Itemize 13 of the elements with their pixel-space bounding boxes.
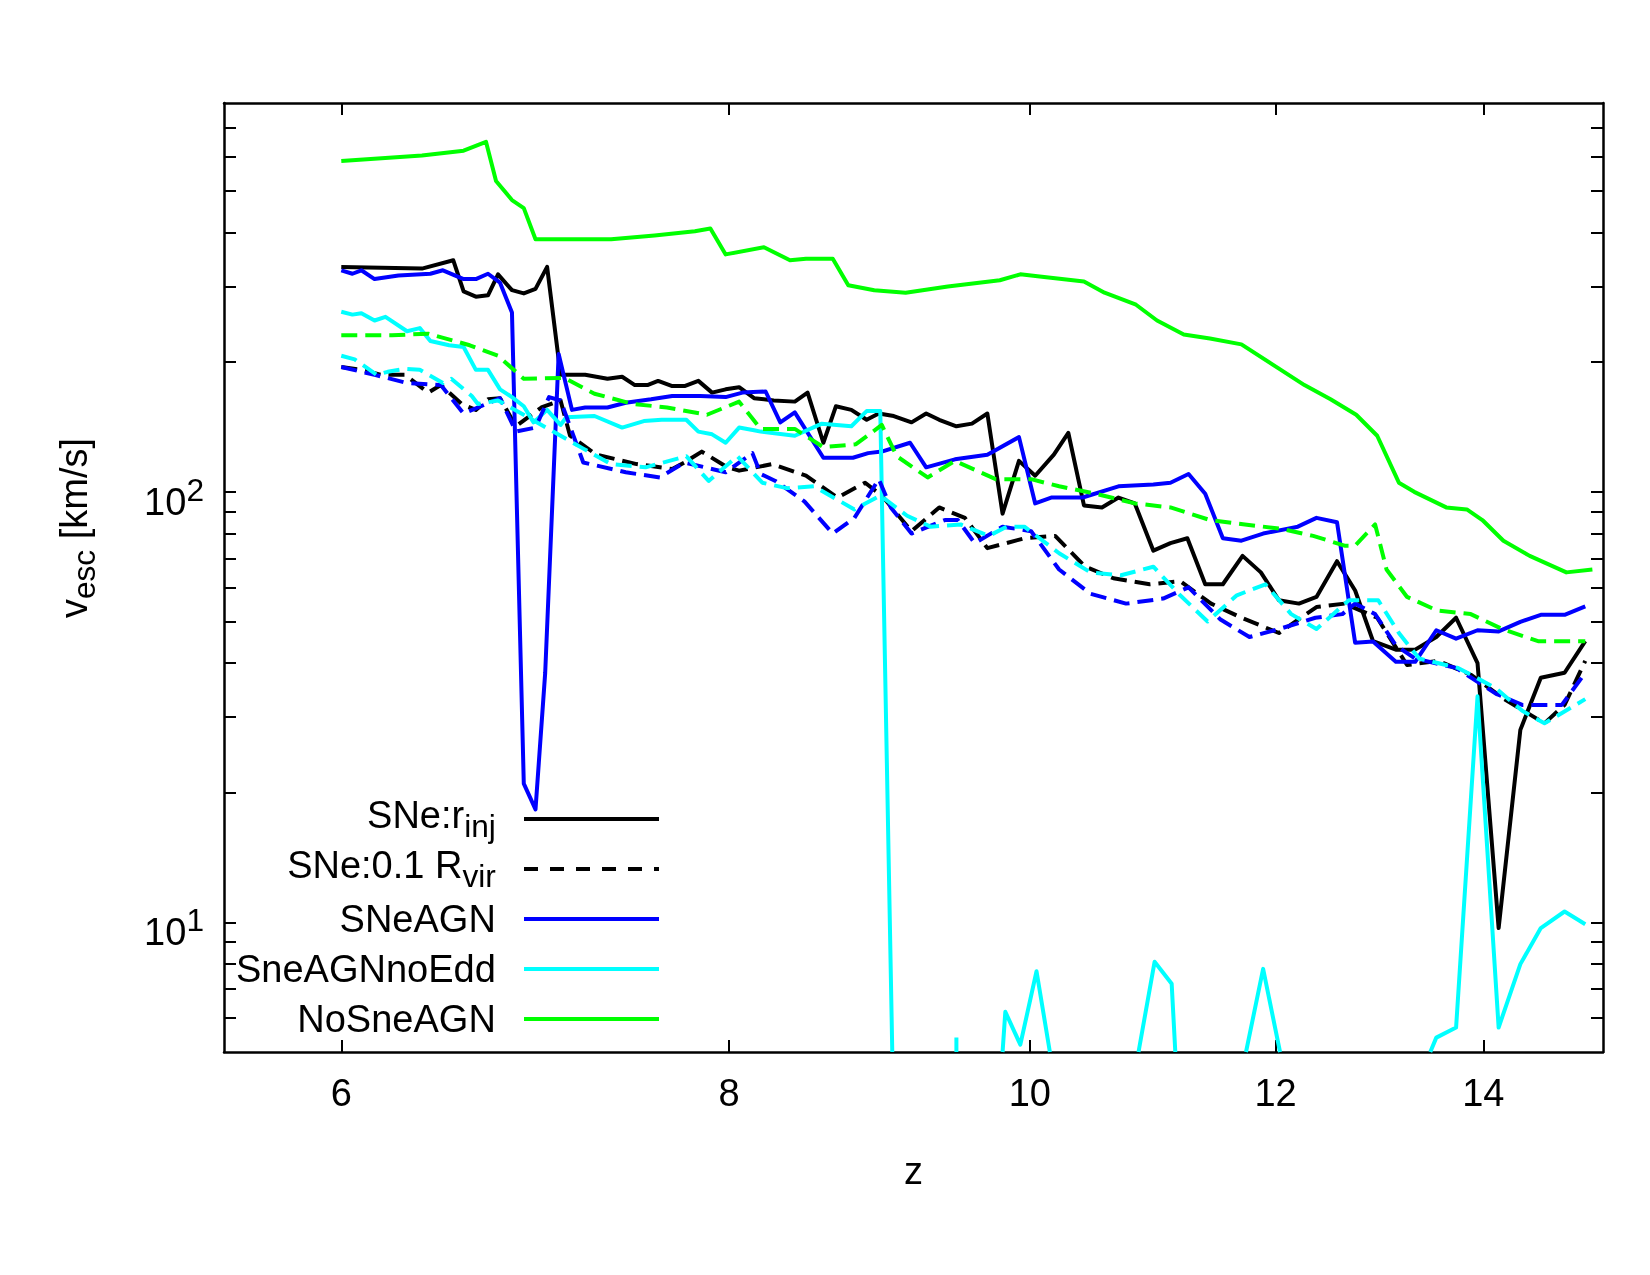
legend-label: SNe:r$_{inj}$: [367, 793, 496, 845]
y-tick-label: 10$^{2}$: [144, 470, 204, 525]
x-axis-title: z: [904, 1150, 923, 1192]
legend-label: NoSneAGN: [297, 997, 496, 1041]
x-tick-label: 14: [1462, 1072, 1505, 1114]
legend-label: SNeAGN: [339, 897, 496, 941]
y-tick-label: 10$^{1}$: [144, 901, 204, 956]
x-tick-label: 10: [1008, 1072, 1051, 1114]
x-tick-label: 8: [718, 1072, 740, 1114]
x-tick-label: 12: [1254, 1072, 1297, 1114]
x-tick-label: 6: [330, 1072, 352, 1114]
legend-label: SneAGNnoEdd: [236, 947, 496, 991]
legend-label: SNe:0.1 R$_{vir}$: [287, 843, 496, 895]
